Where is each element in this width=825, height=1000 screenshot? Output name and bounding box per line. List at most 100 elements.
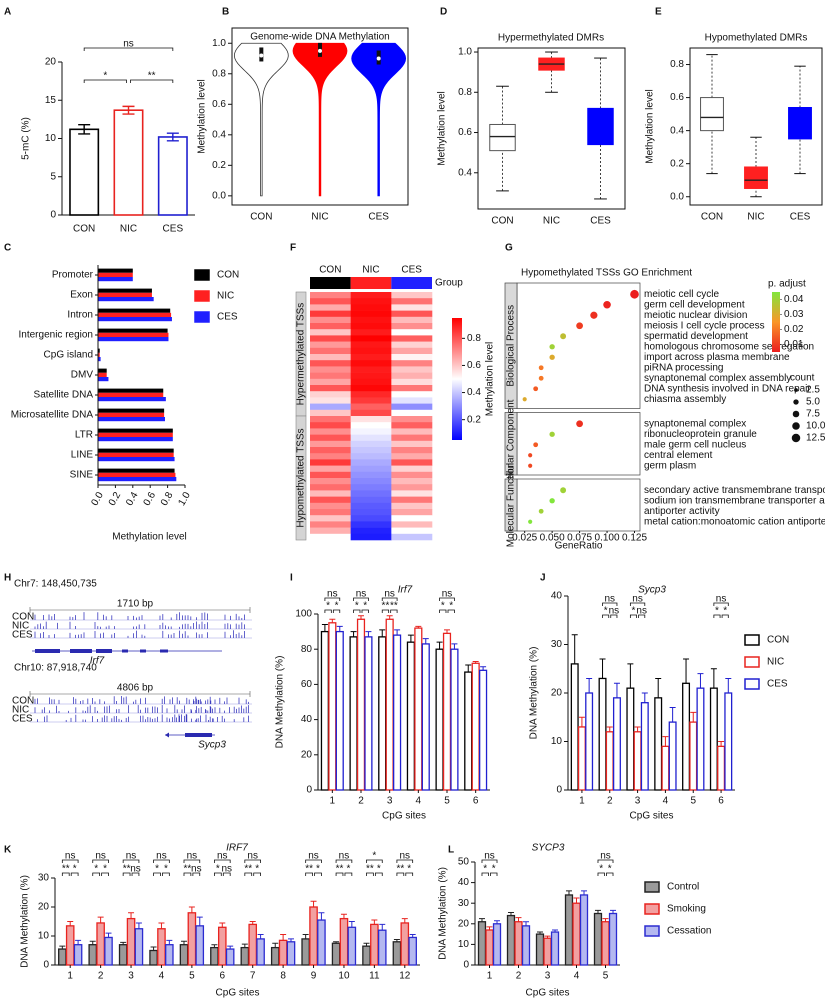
gene-name: Sycp3 <box>198 740 226 751</box>
error-bar <box>211 944 218 948</box>
bar <box>65 925 75 966</box>
significance-bracket <box>335 872 344 876</box>
significance-label: ** <box>390 601 398 612</box>
significance-bracket <box>439 609 447 613</box>
significance-bracket <box>305 872 313 876</box>
error-bar <box>552 929 559 933</box>
significance-label: ns <box>339 851 350 862</box>
y-axis-title: DNA Methylation (%) <box>20 875 31 968</box>
y-tick-label: 20 <box>551 688 563 699</box>
significance-label: ns <box>442 589 453 600</box>
significance-bracket <box>490 872 498 876</box>
error-bar <box>415 625 422 629</box>
heatmap-cell <box>391 329 433 336</box>
heatmap-cell <box>350 490 392 497</box>
bar <box>585 692 594 791</box>
bar <box>392 941 402 966</box>
significance-bracket <box>332 609 341 613</box>
heatmap-cell <box>350 478 392 485</box>
y-tick-label: 1.0 <box>212 38 226 49</box>
error-bar <box>718 741 725 747</box>
heatmap-cell <box>350 341 392 349</box>
significance-bracket <box>366 872 374 876</box>
bar <box>477 921 487 966</box>
x-tick-label: 6 <box>718 796 724 807</box>
significance-bracket <box>214 872 222 876</box>
bar <box>506 914 516 966</box>
bar <box>98 408 165 413</box>
term-label: homologous chromosome segregation <box>644 341 814 352</box>
error-bar <box>641 692 648 703</box>
bar <box>479 669 488 791</box>
point <box>576 322 583 330</box>
error-bar <box>336 625 343 632</box>
bar <box>471 662 480 791</box>
heatmap-cell <box>350 440 392 448</box>
y-tick-label: 50 <box>458 857 470 868</box>
heatmap-cell <box>310 509 351 516</box>
x-tick-label: NIC <box>543 216 560 227</box>
bar <box>98 337 169 342</box>
significance-label: ** <box>244 864 252 875</box>
heatmap-cell <box>310 354 351 361</box>
error-bar <box>436 641 443 650</box>
chart-title: Hypomethylated TSSs GO Enrichment <box>521 268 692 279</box>
error-bar <box>158 922 165 929</box>
heatmap-cell <box>350 502 392 510</box>
significance-bracket <box>629 614 637 618</box>
x-tick-label: CES <box>368 212 389 223</box>
significance-bracket <box>481 872 489 876</box>
heatmap-cell <box>391 385 433 392</box>
heatmap-cell <box>350 484 392 491</box>
y-tick-label: 0 <box>463 960 469 971</box>
significance-bracket <box>192 872 201 876</box>
y-tick-label: 30 <box>551 639 563 650</box>
legend-swatch <box>194 311 210 323</box>
term-label: import across plasma membrane <box>644 352 790 363</box>
error-bar <box>97 916 104 923</box>
heatmap-cell <box>391 533 433 541</box>
y-tick-label: 0.6 <box>670 92 684 103</box>
box <box>587 107 614 146</box>
error-bar <box>280 934 287 941</box>
y-tick-label: 40 <box>301 714 313 725</box>
error-bar <box>480 666 487 671</box>
significance-bracket <box>61 859 79 863</box>
x-tick-label: 1 <box>487 971 493 982</box>
y-tick-label: Intergenic region <box>19 330 94 341</box>
term-label: male germ cell nucleus <box>644 439 746 450</box>
y-tick-label: 10 <box>551 736 563 747</box>
bar <box>98 388 164 393</box>
group-label: Group <box>435 278 463 289</box>
colorbar-tick-label: 0.01 <box>784 339 804 350</box>
term-label: antiporter activity <box>644 506 720 517</box>
bar <box>98 412 165 417</box>
x-axis-title: Methylation level <box>112 532 186 543</box>
heatmap-cell <box>310 391 351 398</box>
y-tick-label: 60 <box>301 679 313 690</box>
significance-label: * <box>363 601 367 612</box>
heatmap-cell <box>310 502 351 510</box>
size-legend-dot <box>791 433 801 443</box>
significance-bracket <box>439 597 455 601</box>
significance-bracket <box>481 859 498 863</box>
significance-bracket <box>314 872 322 876</box>
colorbar-tick-label: 0.02 <box>784 324 804 335</box>
error-bar <box>544 935 551 939</box>
significance-label: ns <box>632 594 643 605</box>
bar <box>98 397 166 402</box>
colorbar <box>452 318 462 440</box>
colorbar <box>772 292 780 352</box>
bar <box>408 936 417 966</box>
heatmap-cell <box>391 391 433 398</box>
legend-label: CON <box>767 635 789 646</box>
heatmap-cell <box>350 515 392 522</box>
significance-label: * <box>604 606 608 617</box>
x-axis-title: CpG sites <box>216 988 260 999</box>
error-bar <box>120 941 127 945</box>
gene-name: Irf7 <box>90 656 105 667</box>
error-bar <box>394 629 401 636</box>
significance-label: ns <box>247 851 258 862</box>
bar <box>58 948 67 966</box>
bar <box>605 731 614 791</box>
